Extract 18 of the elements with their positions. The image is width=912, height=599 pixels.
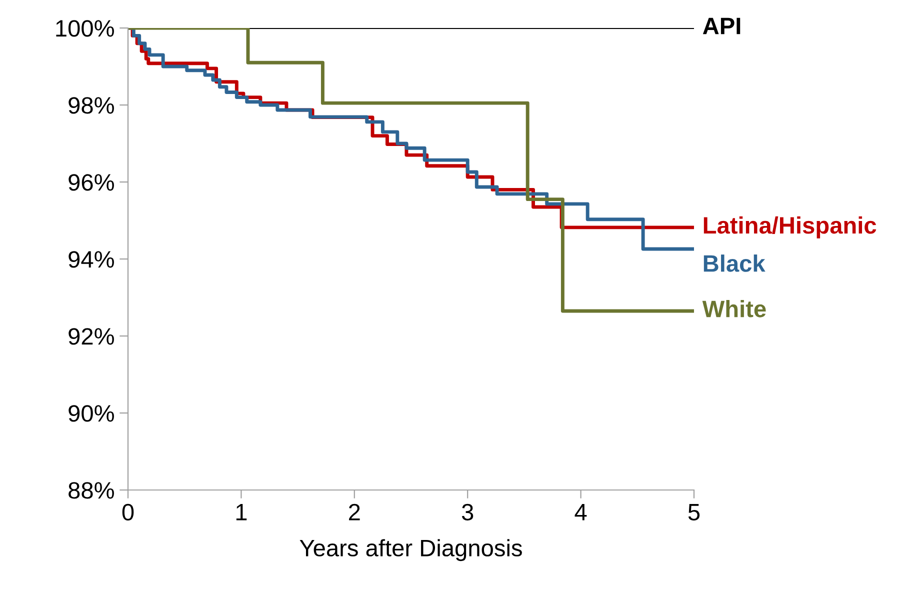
x-tick-label: 3 — [462, 504, 474, 521]
y-tick-label: 90% — [68, 405, 114, 422]
y-tick-label: 92% — [68, 328, 114, 345]
series-label: Black — [704, 254, 766, 272]
x-tick-label: 1 — [236, 504, 247, 520]
x-tick-label: 2 — [349, 504, 360, 520]
series-label: White — [702, 300, 766, 318]
x-axis-title: Years after Diagnosis — [300, 539, 522, 562]
y-tick-label: 96% — [68, 174, 114, 191]
y-tick-label: 94% — [68, 251, 114, 268]
y-tick-label: 88% — [68, 482, 114, 499]
y-tick-label: 98% — [68, 97, 114, 114]
x-tick-label: 4 — [574, 504, 587, 520]
x-tick-label: 5 — [688, 504, 700, 521]
series-label: Latina/Hispanic — [704, 216, 876, 238]
y-tick-label: 100% — [56, 20, 114, 37]
series-label: API — [702, 18, 740, 34]
x-tick-label: 0 — [122, 504, 134, 521]
